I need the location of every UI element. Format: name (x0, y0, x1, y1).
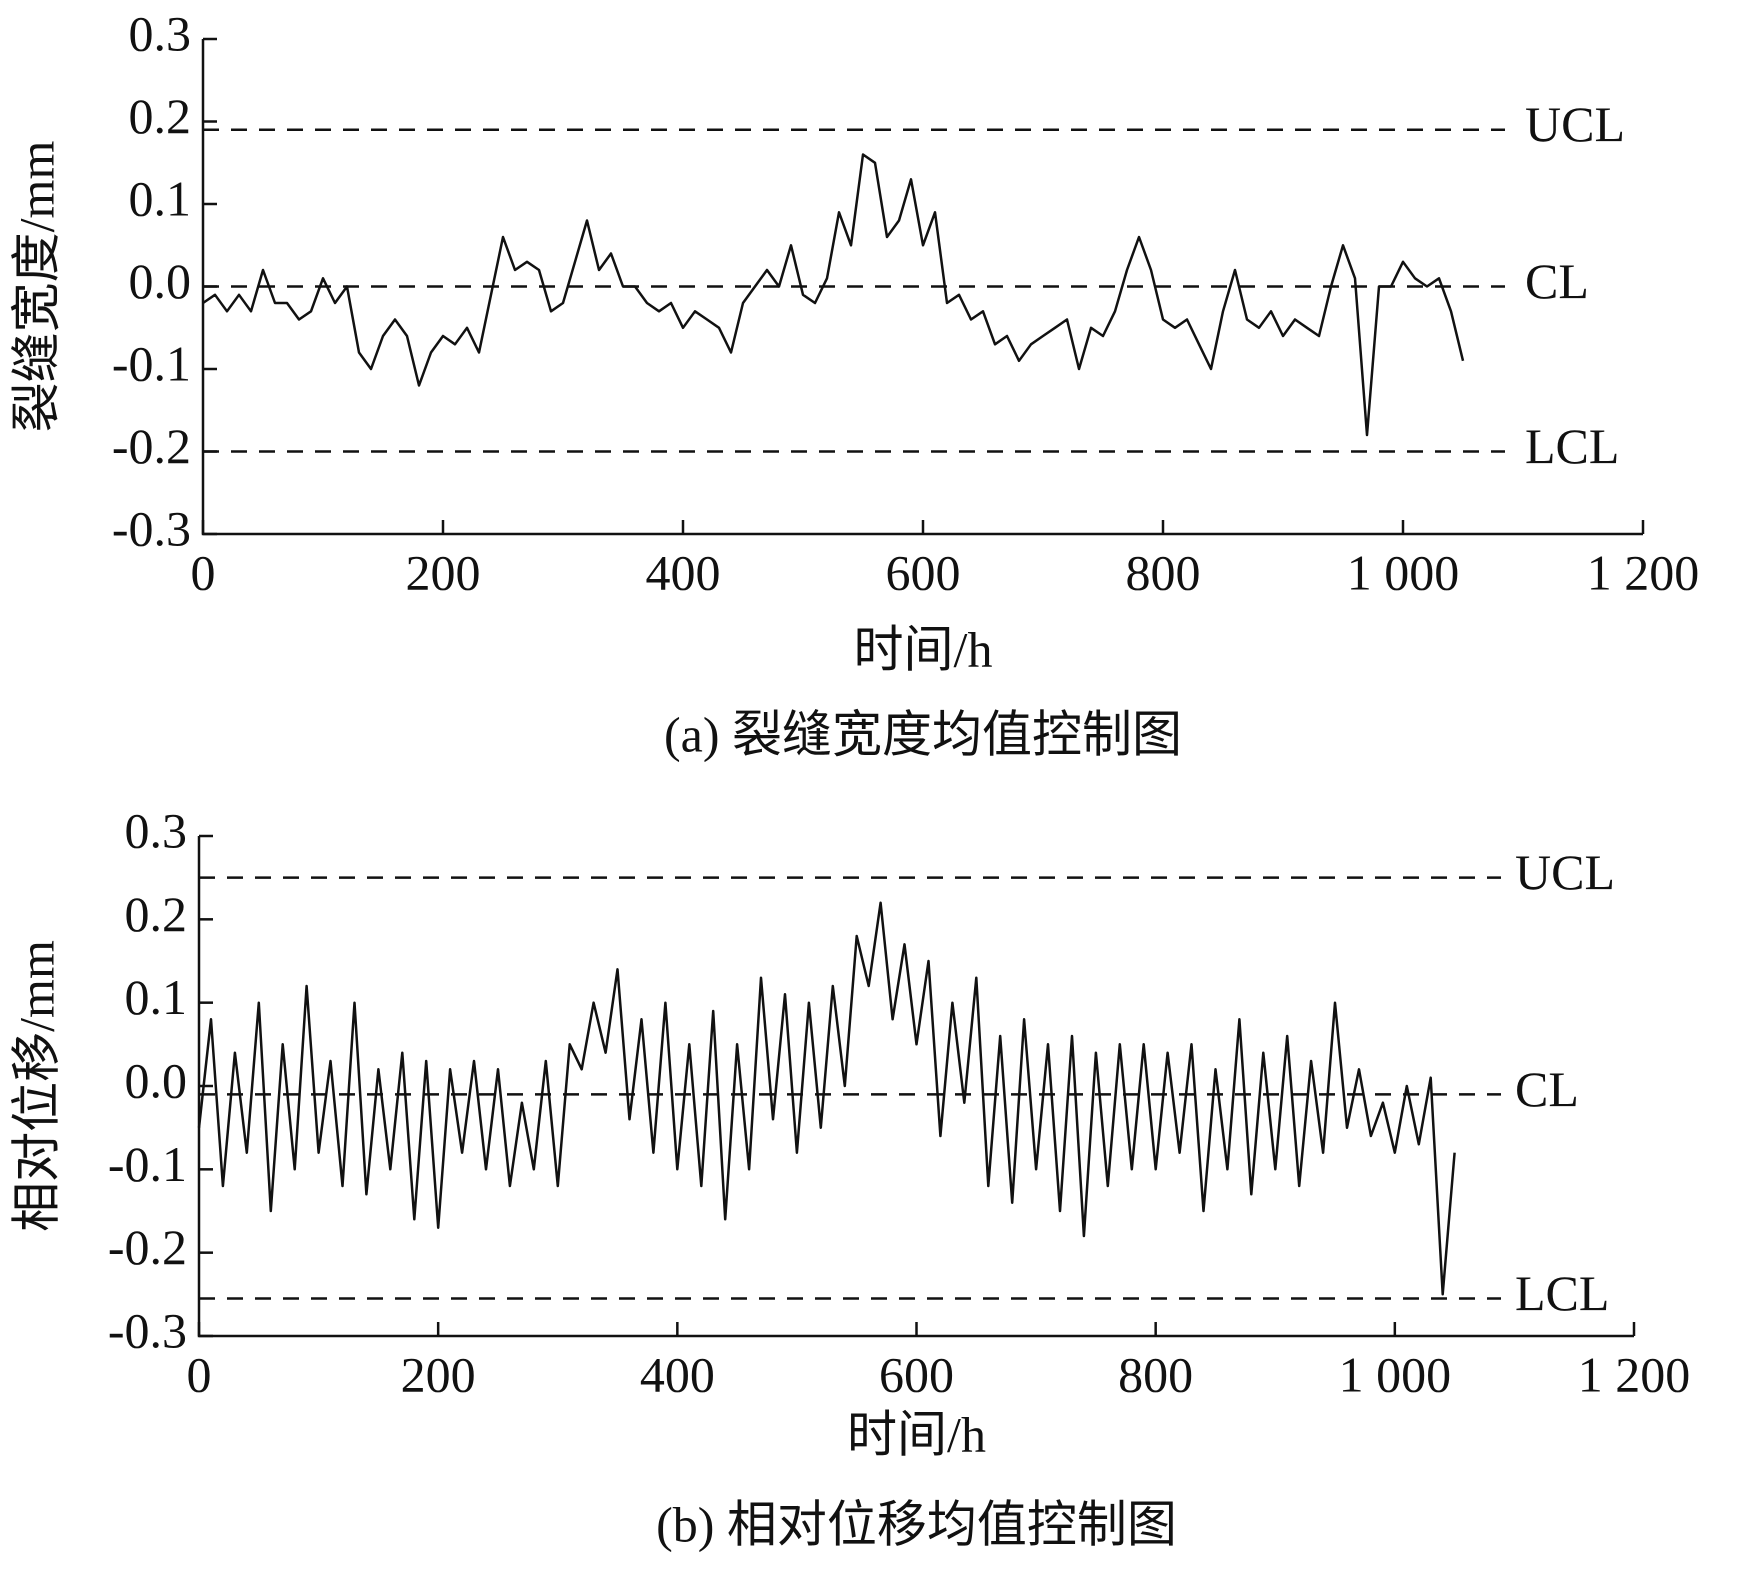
control-line-label: LCL (1515, 1265, 1609, 1321)
y-tick-label: 0.3 (129, 5, 192, 61)
y-tick-label: -0.2 (112, 418, 191, 474)
y-tick-label: -0.2 (108, 1219, 187, 1275)
x-tick-label: 400 (640, 1346, 715, 1402)
x-axis-label: 时间/h (854, 621, 993, 677)
x-tick-label: 600 (879, 1346, 954, 1402)
y-tick-label: -0.1 (108, 1136, 187, 1192)
y-tick-label: 0.3 (125, 802, 188, 858)
y-tick-label: 0.2 (125, 886, 188, 942)
axes (197, 836, 1634, 1338)
x-axis-label: 时间/h (847, 1406, 986, 1462)
x-tick-label: 1 000 (1347, 544, 1460, 600)
y-tick-label: -0.1 (112, 335, 191, 391)
y-tick-label: 0.1 (125, 969, 188, 1025)
y-tick-label: 0.0 (125, 1052, 188, 1108)
control-line-label: UCL (1525, 96, 1625, 152)
x-tick-label: 1 200 (1578, 1346, 1691, 1402)
x-tick-label: 400 (646, 544, 721, 600)
y-tick-label: 0.1 (129, 170, 192, 226)
data-line (202, 153, 1465, 437)
x-tick-label: 200 (406, 544, 481, 600)
y-tick-label: -0.3 (112, 500, 191, 556)
x-tick-label: 200 (401, 1346, 476, 1402)
x-tick-label: 800 (1118, 1346, 1193, 1402)
caption: (a) 裂缝宽度均值控制图 (664, 706, 1182, 762)
x-tick-label: 800 (1126, 544, 1201, 600)
y-tick-label: 0.0 (129, 253, 192, 309)
y-tick-label: 0.2 (129, 88, 192, 144)
x-tick-label: 0 (191, 544, 216, 600)
control-line-label: LCL (1525, 418, 1619, 474)
y-axis-label: 相对位移/mm (8, 940, 64, 1232)
caption: (b) 相对位移均值控制图 (656, 1496, 1177, 1552)
y-axis-label: 裂缝宽度/mm (8, 141, 64, 433)
control-line-label: CL (1515, 1061, 1579, 1117)
control-line-label: UCL (1515, 844, 1615, 900)
x-tick-label: 1 200 (1587, 544, 1700, 600)
x-tick-label: 1 000 (1339, 1346, 1452, 1402)
x-tick-label: 600 (886, 544, 961, 600)
control-line-label: CL (1525, 253, 1589, 309)
y-tick-label: -0.3 (108, 1302, 187, 1358)
x-tick-label: 0 (187, 1346, 212, 1402)
data-line (197, 901, 1456, 1296)
